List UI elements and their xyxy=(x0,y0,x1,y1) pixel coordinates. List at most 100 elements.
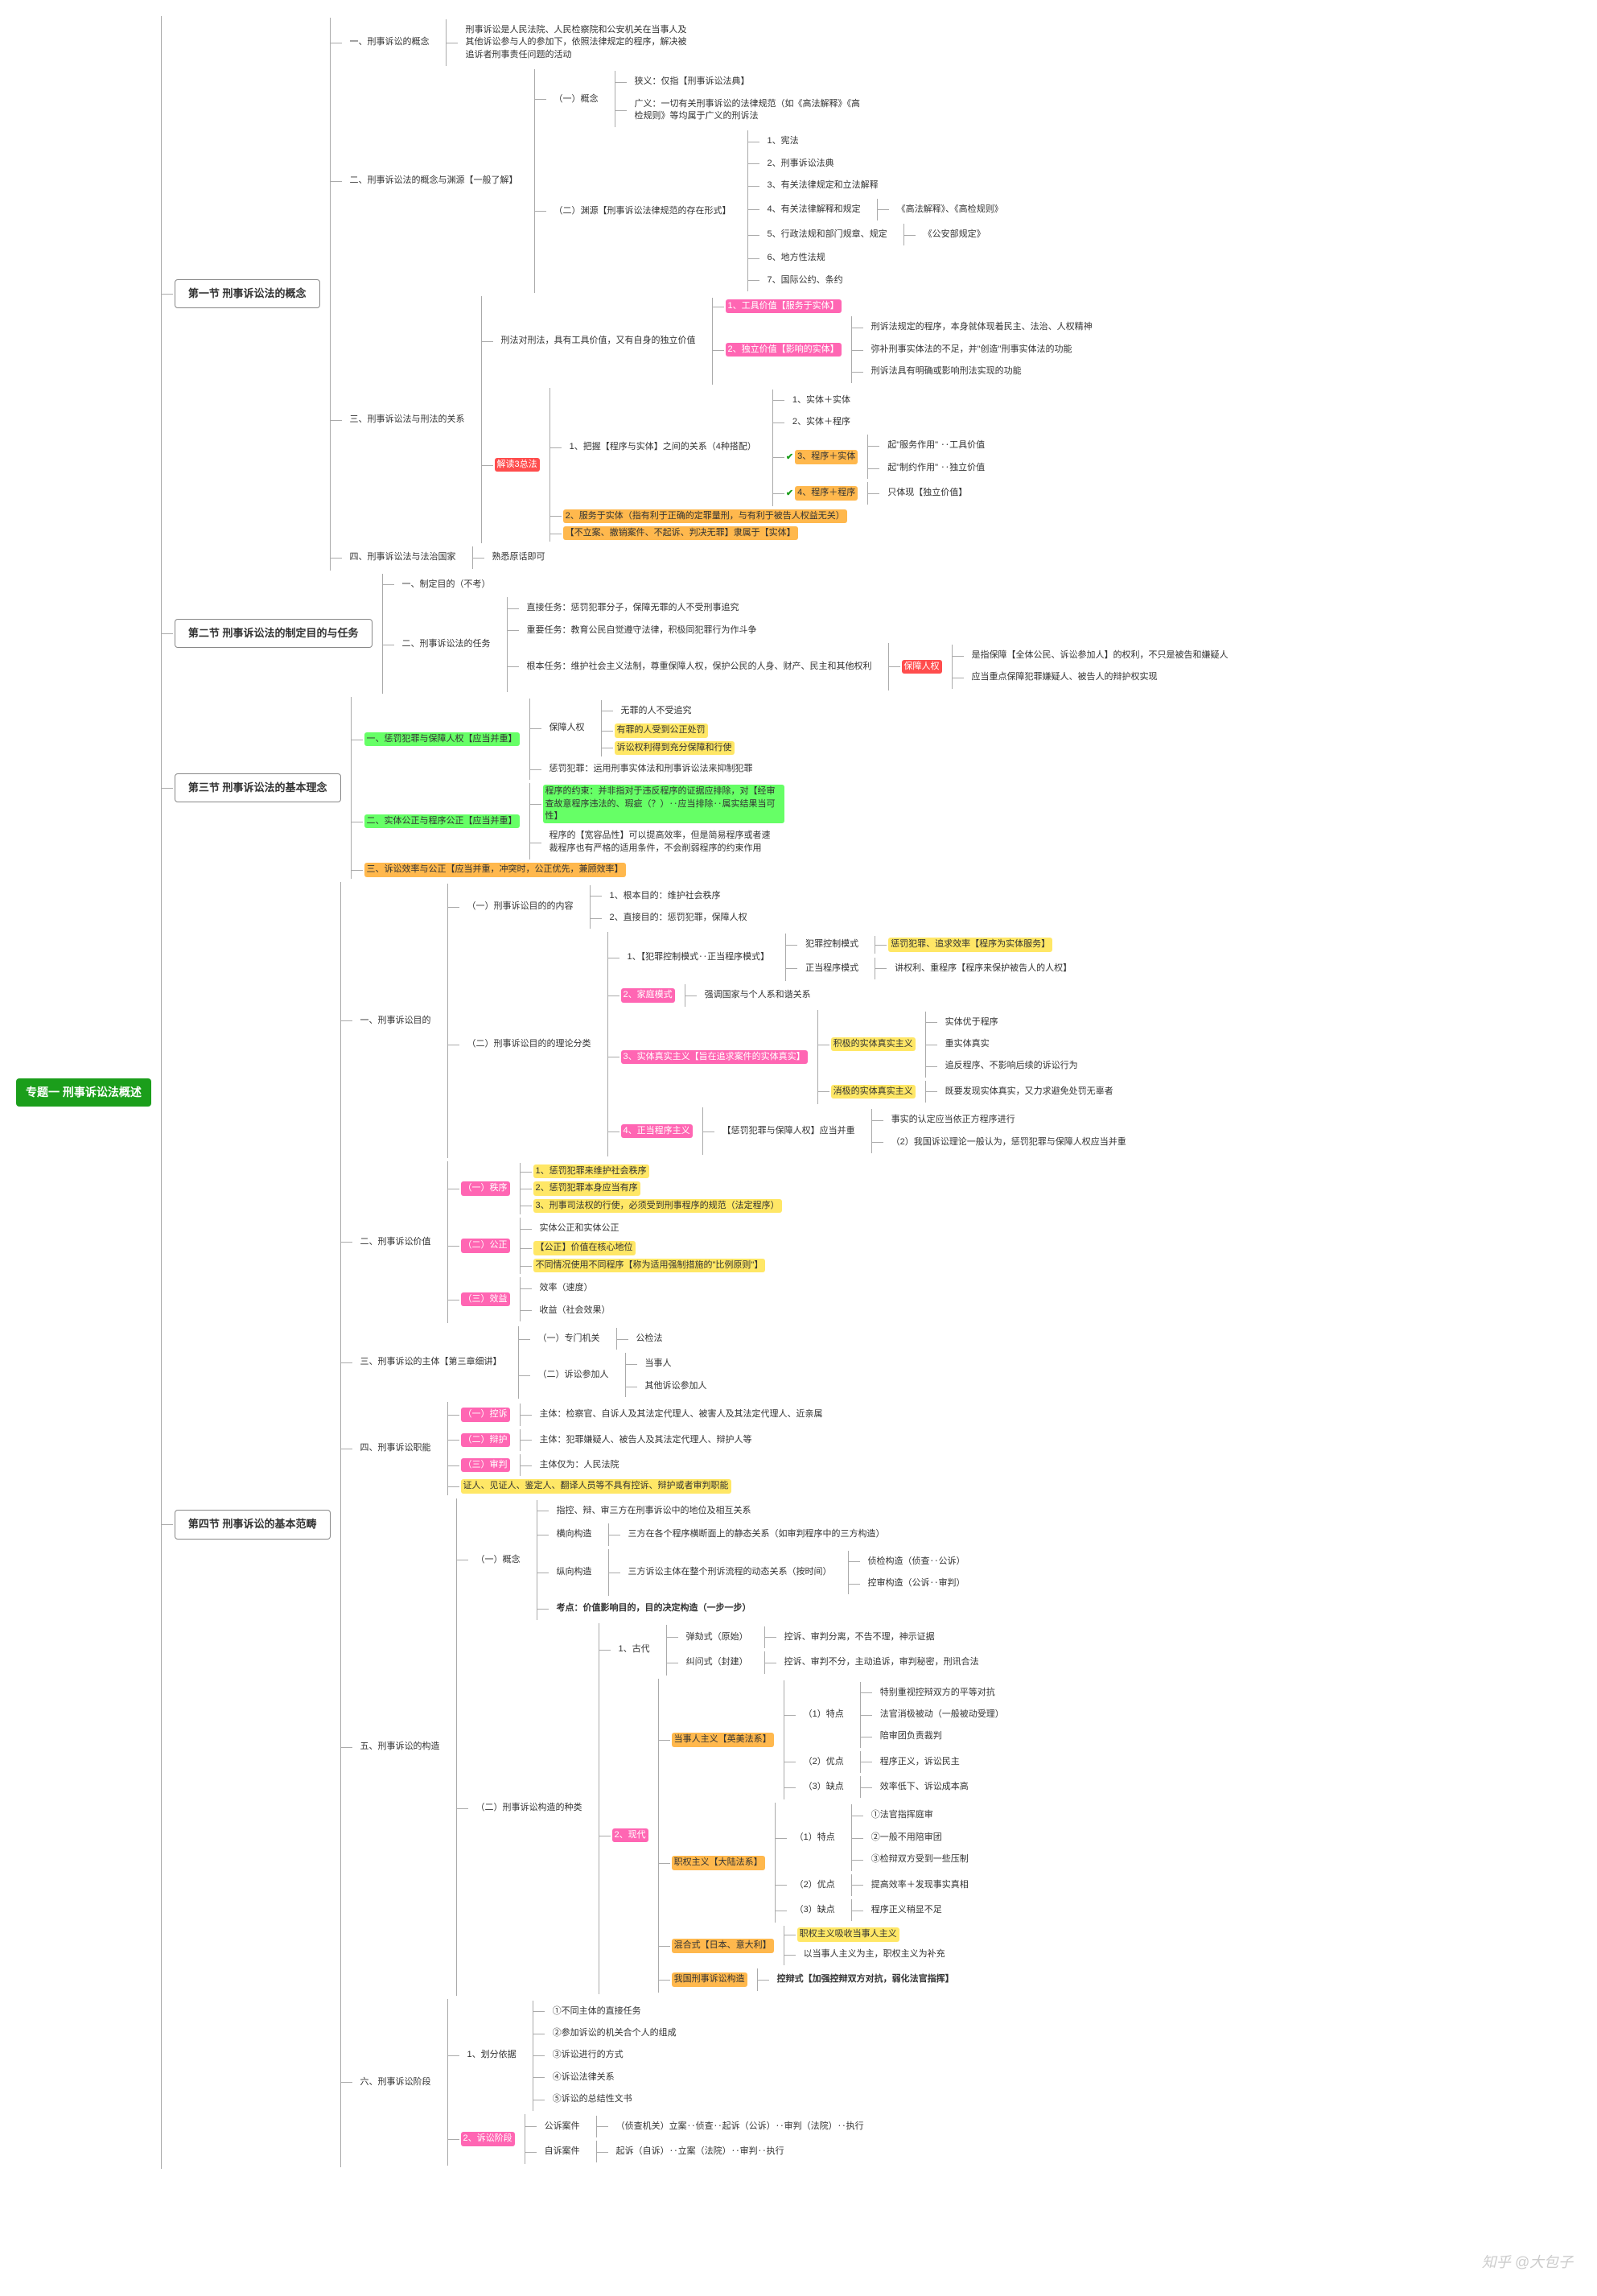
leaf: 三方在各个程序横断面上的静态关系（如审判程序中的三方构造） xyxy=(622,1525,891,1544)
item: 2、刑事诉讼法典 xyxy=(761,155,841,173)
leaf: 公诉案件 xyxy=(538,2117,587,2136)
leaf: ③诉讼进行的方式 xyxy=(546,2046,630,2064)
item: 1、宪法 xyxy=(761,132,805,150)
leaf: （二）诉讼参加人 xyxy=(532,1366,615,1384)
leaf: 【惩罚犯罪与保障人权】应当并重 xyxy=(716,1122,862,1140)
leaf: 根本任务：维护社会主义法制，尊重保障人权，保护公民的人身、财产、民主和其他权利 xyxy=(521,657,879,676)
leaf: 不同情况使用不同程序【称为适用强制措施的"比例原则"】 xyxy=(533,1259,766,1272)
leaf: 我国刑事诉讼构造 xyxy=(672,1972,747,1986)
leaf: 强调国家与个人系和谐关系 xyxy=(698,986,817,1004)
s4-n6: 六、刑事诉讼阶段 xyxy=(354,2073,438,2092)
leaf: 《高法解释》、《高检规则》 xyxy=(891,200,1010,219)
leaf: 应当重点保障犯罪嫌疑人、被告人的辩护权实现 xyxy=(965,668,1164,686)
leaf: 公检法 xyxy=(630,1329,669,1348)
leaf: 诉讼权利得到充分保障和行使 xyxy=(615,741,735,755)
leaf: 起"服务作用" ‥工具价值 xyxy=(881,436,991,455)
s3-n1b: 惩罚犯罪：运用刑事实体法和刑事诉讼法来抑制犯罪 xyxy=(543,760,759,778)
leaf: ③检辩双方受到一些压制 xyxy=(865,1850,975,1869)
leaf: 控诉、审判不分，主动追诉，审判秘密，刑讯合法 xyxy=(778,1653,986,1672)
leaf: （3）缺点 xyxy=(797,1778,850,1796)
s1-n3: 三、刑事诉讼法与刑法的关系 xyxy=(344,410,471,429)
item: 4、有关法律解释和规定 xyxy=(761,200,867,219)
leaf: 特别重视控辩双方的平等对抗 xyxy=(874,1684,1002,1702)
leaf: 消极的实体真实主义 xyxy=(831,1085,916,1099)
leaf: 直接任务：惩罚犯罪分子，保障无罪的人不受刑事追究 xyxy=(521,599,746,617)
item: 3、有关法律规定和立法解释 xyxy=(761,176,885,195)
section-2: 第二节 刑事诉讼法的制定目的与任务 xyxy=(175,619,372,648)
leaf: 主体仅为：人民法院 xyxy=(533,1456,626,1474)
s2-n2: 二、刑事诉讼法的任务 xyxy=(396,635,497,653)
leaf: 3、刑事司法权的行使，必须受到刑事程序的规范（法定程序） xyxy=(533,1199,782,1213)
leaf: ①不同主体的直接任务 xyxy=(546,2002,648,2021)
leaf: 效率（速度） xyxy=(533,1279,599,1297)
leaf: 起诉（自诉）‥立案（法院）‥审判‥执行 xyxy=(610,2142,791,2161)
leaf: 追反程序、不影响后续的诉讼行为 xyxy=(939,1057,1085,1075)
leaf: （一）概念 xyxy=(470,1551,527,1569)
leaf: 程序的【宽容品性】可以提高效率，但是简易程序或者速裁程序也有严格的适用条件，不会… xyxy=(543,826,784,858)
leaf: 【不立案、撤销案件、不起诉、判决无罪】隶属于【实体】 xyxy=(563,526,798,540)
hl: 保障人权 xyxy=(902,660,942,674)
leaf: ⑤诉讼的总结性文书 xyxy=(546,2090,639,2108)
leaf: （三）效益 xyxy=(461,1292,510,1306)
leaf: 纠问式（封建） xyxy=(680,1653,755,1672)
leaf: 侦检构造（侦查‥公诉） xyxy=(862,1552,972,1571)
leaf: 弥补刑事实体法的不足，并"创造"刑事实体法的功能 xyxy=(865,340,1079,359)
leaf: 3、程序＋实体 xyxy=(795,450,858,464)
s1-n2-1a: 狭义：仅指【刑事诉讼法典】 xyxy=(628,72,756,91)
leaf: 熟悉原话即可 xyxy=(486,548,552,567)
s4-n1: 一、刑事诉讼目的 xyxy=(354,1012,438,1030)
s1-n2-1b: 广义：一切有关刑事诉讼的法律规范（如《高法解释》《高检规则》等均属于广义的刑诉法 xyxy=(628,95,870,126)
s1-n1-desc: 刑事诉讼是人民法院、人民检察院和公安机关在当事人及其他诉讼参与人的参加下，依照法… xyxy=(459,21,701,64)
leaf: 1、【犯罪控制模式‥正当程序模式】 xyxy=(621,948,776,967)
s4-n1-2: （二）刑事诉讼目的的理论分类 xyxy=(461,1035,598,1053)
section-3: 第三节 刑事诉讼法的基本理念 xyxy=(175,773,341,802)
leaf: 讲权利、重程序【程序来保护被告人的人权】 xyxy=(888,959,1078,978)
leaf: （1）特点 xyxy=(797,1705,850,1724)
s1-n3-box: 解读3总法 xyxy=(495,458,540,472)
leaf: 起"制约作用" ‥独立价值 xyxy=(881,459,991,477)
leaf: 当事人 xyxy=(639,1354,678,1373)
s1-n2-2: （二）渊源【刑事诉讼法律规范的存在形式】 xyxy=(548,202,738,221)
leaf: 惩罚犯罪、追求效率【程序为实体服务】 xyxy=(888,938,1052,951)
leaf: 指控、辩、审三方在刑事诉讼中的地位及相互关系 xyxy=(550,1502,758,1520)
leaf: 法官消极被动（一般被动受理） xyxy=(874,1705,1010,1724)
leaf: 1、古代 xyxy=(612,1640,656,1659)
s4-n2: 二、刑事诉讼价值 xyxy=(354,1233,438,1251)
leaf: ④诉讼法律关系 xyxy=(546,2068,621,2087)
leaf: 2、实体＋程序 xyxy=(786,413,857,431)
leaf: 《公安部规定》 xyxy=(917,225,992,244)
leaf: 2、惩罚犯罪本身应当有序 xyxy=(533,1181,640,1195)
leaf: 4、正当程序主义 xyxy=(621,1124,693,1138)
leaf: 提高效率＋发现事实真相 xyxy=(865,1876,975,1894)
leaf: （一）秩序 xyxy=(461,1181,510,1195)
s1-n2: 二、刑事诉讼法的概念与渊源【一般了解】 xyxy=(344,171,525,190)
leaf: ②参加诉讼的机关合个人的组成 xyxy=(546,2024,683,2042)
s4-n1-1: （一）刑事诉讼目的的内容 xyxy=(461,897,580,916)
leaf: 控辩式【加强控辩双方对抗，弱化法官指挥】 xyxy=(771,1970,961,1989)
s1-n2-1: （一）概念 xyxy=(548,90,605,109)
leaf: 职权主义吸收当事人主义 xyxy=(797,1927,899,1941)
leaf: 其他诉讼参加人 xyxy=(639,1377,714,1395)
leaf: 收益（社会效果） xyxy=(533,1301,617,1320)
leaf: （三）审判 xyxy=(461,1458,510,1472)
check-icon: ✔ xyxy=(786,451,793,462)
leaf: ①法官指挥庭审 xyxy=(865,1806,940,1824)
leaf: 程序正义稍显不足 xyxy=(865,1901,949,1919)
leaf: 4、程序＋程序 xyxy=(795,486,858,500)
leaf: 混合式【日本、意大利】 xyxy=(672,1939,774,1952)
s4-n4: 四、刑事诉讼职能 xyxy=(354,1439,438,1457)
hl: 2、独立价值【影响的实体】 xyxy=(726,343,842,357)
s2-n1: 一、制定目的（不考） xyxy=(396,575,497,594)
leaf: 3、实体真实主义【旨在追求案件的实体真实】 xyxy=(621,1050,808,1064)
leaf: 2、诉讼阶段 xyxy=(461,2132,515,2146)
s1-n4: 四、刑事诉讼法与法治国家 xyxy=(344,548,463,567)
leaf: 弹劾式（原始） xyxy=(680,1628,755,1647)
item: 5、行政法规和部门规章、规定 xyxy=(761,225,894,244)
s3-n3: 三、诉讼效率与公正【应当并重，冲突时，公正优先，兼顾效率】 xyxy=(364,863,626,876)
leaf: （二）刑事诉讼构造的种类 xyxy=(470,1799,589,1817)
leaf: ②一般不用陪审团 xyxy=(865,1828,949,1847)
leaf: 正当程序模式 xyxy=(799,959,865,978)
leaf: 1、实体＋实体 xyxy=(786,391,857,410)
leaf: 有罪的人受到公正处罚 xyxy=(615,723,708,737)
leaf: 实体公正和实体公正 xyxy=(533,1219,626,1238)
